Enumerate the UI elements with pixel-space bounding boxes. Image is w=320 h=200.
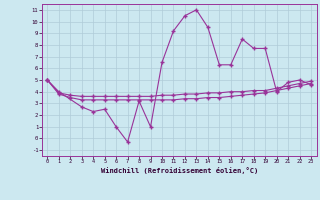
X-axis label: Windchill (Refroidissement éolien,°C): Windchill (Refroidissement éolien,°C)	[100, 167, 258, 174]
